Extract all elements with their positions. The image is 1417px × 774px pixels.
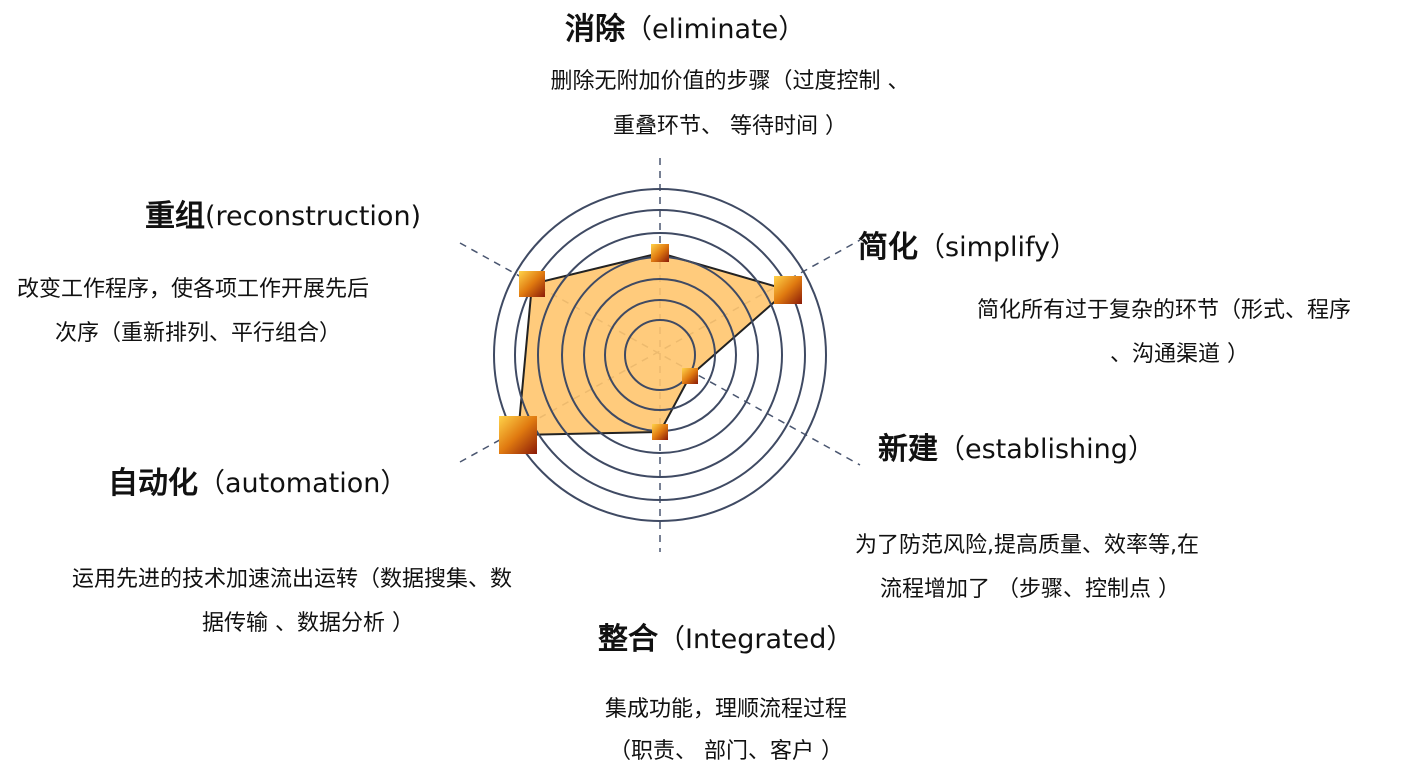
node-description: 流程增加了 （步骤、控制点 ） <box>880 577 1180 602</box>
node-description: 、沟通渠道 ） <box>1110 342 1249 367</box>
marker <box>774 276 802 304</box>
node-heading: 重组(reconstruction) <box>145 199 421 234</box>
node-description: 据传输 、数据分析 ） <box>202 611 414 636</box>
node-subtitle: （establishing） <box>938 434 1155 465</box>
node-subtitle: (reconstruction) <box>205 201 421 232</box>
node-heading: 新建（establishing） <box>878 432 1155 467</box>
node-heading: 消除（eliminate） <box>565 12 805 47</box>
node-heading: 自动化（automation） <box>108 466 407 501</box>
ring <box>514 209 806 501</box>
node-description: 删除无附加价值的步骤（过度控制 、 <box>551 69 910 94</box>
node-description: 为了防范风险,提高质量、效率等,在 <box>855 533 1199 558</box>
marker <box>652 424 668 440</box>
ring <box>624 319 696 391</box>
marker <box>519 271 545 297</box>
marker <box>651 244 669 262</box>
node-subtitle: （eliminate） <box>625 14 805 45</box>
node-title: 新建 <box>878 432 938 467</box>
node-title: 整合 <box>598 622 658 657</box>
axis-line <box>459 242 861 466</box>
node-subtitle: （Integrated） <box>658 624 853 655</box>
node-heading: 整合（Integrated） <box>598 622 853 657</box>
node-description: 次序（重新排列、平行组合） <box>55 321 341 346</box>
marker <box>682 368 698 384</box>
node-title: 重组 <box>145 199 205 234</box>
node-description: 重叠环节、 等待时间 ） <box>613 114 847 139</box>
ring <box>537 232 783 478</box>
node-heading: 简化（simplify） <box>858 230 1077 265</box>
node-title: 简化 <box>858 230 918 265</box>
node-description: 简化所有过于复杂的环节（形式、程序 <box>977 298 1351 323</box>
markers <box>499 244 802 454</box>
ring <box>604 299 716 411</box>
node-title: 消除 <box>565 12 626 47</box>
marker <box>499 416 537 454</box>
node-title: 自动化 <box>108 466 198 501</box>
node-description: （职责、 部门、客户 ） <box>609 739 843 764</box>
node-description: 改变工作程序，使各项工作开展先后 <box>17 277 369 302</box>
node-subtitle: （simplify） <box>918 232 1077 263</box>
node-description: 集成功能，理顺流程过程 <box>605 697 847 722</box>
node-description: 运用先进的技术加速流出运转（数据搜集、数 <box>72 567 512 592</box>
ring <box>493 188 827 522</box>
rings <box>493 188 827 522</box>
node-subtitle: （automation） <box>198 468 407 499</box>
